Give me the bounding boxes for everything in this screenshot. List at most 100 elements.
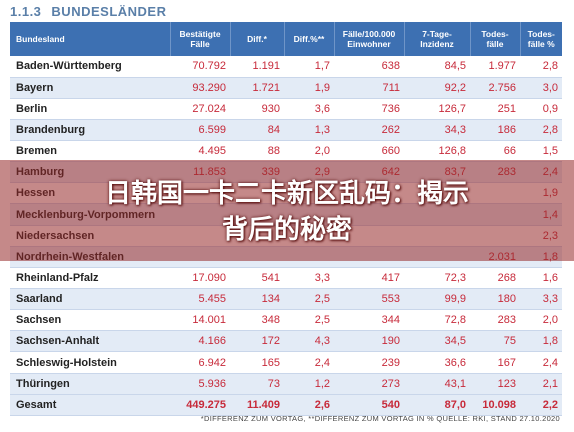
cell-diff-percent: 1,9	[284, 77, 334, 99]
cell-bundesland: Sachsen	[10, 309, 170, 332]
column-header-cases: Bestätigte Fälle	[170, 22, 231, 56]
cell-diff-percent: 2,5	[284, 309, 334, 332]
section-number: 1.1.3	[10, 4, 42, 19]
table-row: Sachsen-Anhalt 4.166 172 4,3 190 34,5 75 1,8	[10, 330, 562, 353]
cell-deaths: 186	[470, 119, 520, 142]
cell-bundesland: Berlin	[10, 98, 170, 120]
cell-per-100k: 417	[334, 267, 404, 290]
cell-deaths: 167	[470, 351, 520, 374]
cell-deaths-percent: 1,5	[520, 140, 562, 163]
cell-bundesland: Saarland	[10, 288, 170, 311]
overlay-title-line-1: 日韩国一卡二卡新区乱码：揭示	[104, 179, 469, 209]
cell-deaths: 2.756	[470, 77, 520, 99]
cell-diff: 1.191	[230, 56, 284, 78]
overlay-banner	[0, 160, 574, 261]
cell-diff-percent: 3,3	[284, 267, 334, 290]
cell-bundesland: Rheinland-Pfalz	[10, 267, 170, 290]
cell-7day-incidence: 99,9	[404, 288, 470, 311]
cell-7day-incidence: 126,7	[404, 98, 470, 120]
cell-7day-incidence: 36,6	[404, 351, 470, 374]
cell-cases: 70.792	[170, 56, 230, 78]
cell-deaths: 283	[470, 309, 520, 332]
cell-bundesland: Schleswig-Holstein	[10, 351, 170, 374]
cell-7day-incidence: 43,1	[404, 373, 470, 395]
column-header-per-100k: Fälle/100.000 Einwohner	[334, 22, 405, 56]
cell-diff-percent: 1,7	[284, 56, 334, 78]
total-cell-per-100k: 540	[334, 393, 404, 416]
footnote: *DIFFERENZ ZUM VORTAG, **DIFFERENZ ZUM V…	[200, 414, 560, 423]
total-cell-bundesland: Gesamt	[10, 393, 170, 416]
column-header-7day-incidence: 7-Tage-Inzidenz	[404, 22, 471, 56]
cell-cases: 4.166	[170, 330, 230, 353]
cell-diff: 930	[230, 98, 284, 120]
cell-cases: 17.090	[170, 267, 230, 290]
cell-cases: 4.495	[170, 140, 230, 163]
cell-deaths: 75	[470, 330, 520, 353]
column-header-bundesland: Bundesland	[10, 22, 171, 56]
cell-cases: 6.599	[170, 119, 230, 142]
cell-deaths: 66	[470, 140, 520, 163]
cell-diff-percent: 3,6	[284, 98, 334, 120]
column-header-deaths: Todes-fälle	[470, 22, 521, 56]
total-cell-cases: 449.275	[170, 393, 230, 416]
section-title: BUNDESLÄNDER	[51, 4, 167, 19]
table-row: Brandenburg 6.599 84 1,3 262 34,3 186 2,8	[10, 119, 562, 142]
cell-diff: 165	[230, 351, 284, 374]
cell-bundesland: Baden-Württemberg	[10, 56, 170, 78]
cell-7day-incidence: 34,3	[404, 119, 470, 142]
total-cell-deaths-percent: 2,2	[520, 393, 562, 416]
total-cell-7day-incidence: 87,0	[404, 393, 470, 416]
table-row: Bremen 4.495 88 2,0 660 126,8 66 1,5	[10, 140, 562, 163]
cell-deaths-percent: 2,8	[520, 56, 562, 78]
cell-diff: 1.721	[230, 77, 284, 99]
cell-diff-percent: 1,2	[284, 373, 334, 395]
table-header-row: Bundesland Bestätigte Fälle Diff.* Diff.…	[10, 22, 562, 56]
cell-per-100k: 553	[334, 288, 404, 311]
table-total-row: Gesamt 449.275 11.409 2,6 540 87,0 10.098 2,2	[10, 393, 562, 416]
table-row: Sachsen 14.001 348 2,5 344 72,8 283 2,0	[10, 309, 562, 332]
cell-diff-percent: 2,4	[284, 351, 334, 374]
table-row: Rheinland-Pfalz 17.090 541 3,3 417 72,3 268 1,6	[10, 267, 562, 290]
cell-diff: 73	[230, 373, 284, 395]
cell-diff: 84	[230, 119, 284, 142]
cell-cases: 5.455	[170, 288, 230, 311]
cell-7day-incidence: 84,5	[404, 56, 470, 78]
table-row: Bayern 93.290 1.721 1,9 711 92,2 2.756 3,0	[10, 77, 562, 99]
cell-7day-incidence: 34,5	[404, 330, 470, 353]
cell-diff: 348	[230, 309, 284, 332]
cell-deaths-percent: 1,8	[520, 330, 562, 353]
cell-deaths: 1.977	[470, 56, 520, 78]
cell-deaths-percent: 3,0	[520, 77, 562, 99]
cell-diff: 172	[230, 330, 284, 353]
cell-cases: 27.024	[170, 98, 230, 120]
cell-per-100k: 344	[334, 309, 404, 332]
cell-per-100k: 190	[334, 330, 404, 353]
cell-per-100k: 736	[334, 98, 404, 120]
total-cell-diff: 11.409	[230, 393, 284, 416]
cell-cases: 93.290	[170, 77, 230, 99]
cell-deaths: 268	[470, 267, 520, 290]
column-header-deaths-percent: Todes-fälle %	[527, 29, 555, 49]
cell-deaths-percent: 0,9	[520, 98, 562, 120]
cell-diff-percent: 4,3	[284, 330, 334, 353]
total-cell-deaths: 10.098	[470, 393, 520, 416]
cell-diff: 541	[230, 267, 284, 290]
section-heading: 1.1.3 BUNDESLÄNDER	[10, 2, 166, 22]
cell-deaths-percent: 1,6	[520, 267, 562, 290]
cell-deaths-percent: 3,3	[520, 288, 562, 311]
column-header-diff: Diff.*	[230, 22, 285, 56]
cell-per-100k: 273	[334, 373, 404, 395]
table-row: Berlin 27.024 930 3,6 736 126,7 251 0,9	[10, 98, 562, 120]
cell-diff: 134	[230, 288, 284, 311]
cell-diff-percent: 1,3	[284, 119, 334, 142]
overlay-title-line-2: 背后的秘密	[221, 215, 352, 245]
cell-diff: 88	[230, 140, 284, 163]
table-row: Schleswig-Holstein 6.942 165 2,4 239 36,6 167 2…	[10, 351, 562, 374]
cell-bundesland: Sachsen-Anhalt	[10, 330, 170, 353]
total-cell-diff-percent: 2,6	[284, 393, 334, 416]
cell-bundesland: Bayern	[10, 77, 170, 99]
cell-bundesland: Thüringen	[10, 373, 170, 395]
cell-cases: 14.001	[170, 309, 230, 332]
cell-deaths: 123	[470, 373, 520, 395]
cell-per-100k: 638	[334, 56, 404, 78]
